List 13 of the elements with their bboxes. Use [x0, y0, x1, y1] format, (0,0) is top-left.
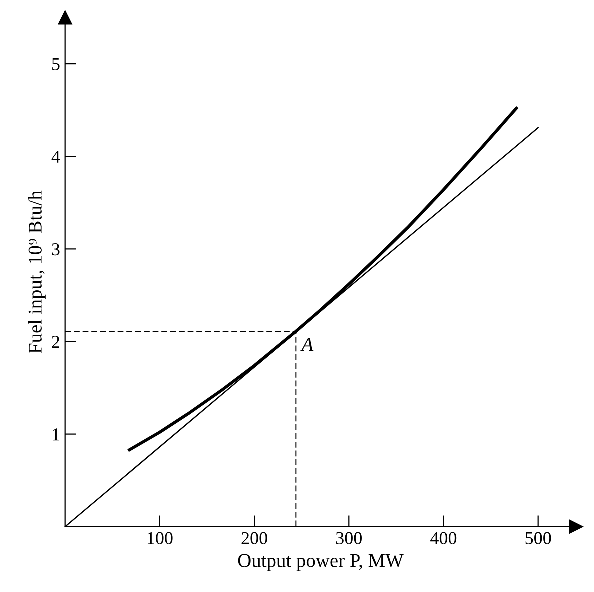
y-tick-label: 3	[52, 243, 60, 256]
x-axis-title: Output power P, MW	[238, 554, 404, 572]
y-tick-label: 4	[52, 150, 60, 163]
x-tick-label: 400	[430, 532, 457, 544]
annotation: A	[300, 338, 314, 352]
y-tick-label: 5	[52, 58, 60, 70]
y-axis-title: Fuel input, 10⁹ Btu/h	[28, 190, 46, 354]
x-tick-label: 500	[526, 532, 552, 544]
x-tick-label: 300	[336, 532, 362, 544]
y-tick-label: 2	[52, 336, 60, 348]
y-tick-label: 1	[53, 428, 60, 441]
x-tick-label: 200	[242, 532, 268, 544]
x-tick-label: 100	[148, 532, 173, 544]
